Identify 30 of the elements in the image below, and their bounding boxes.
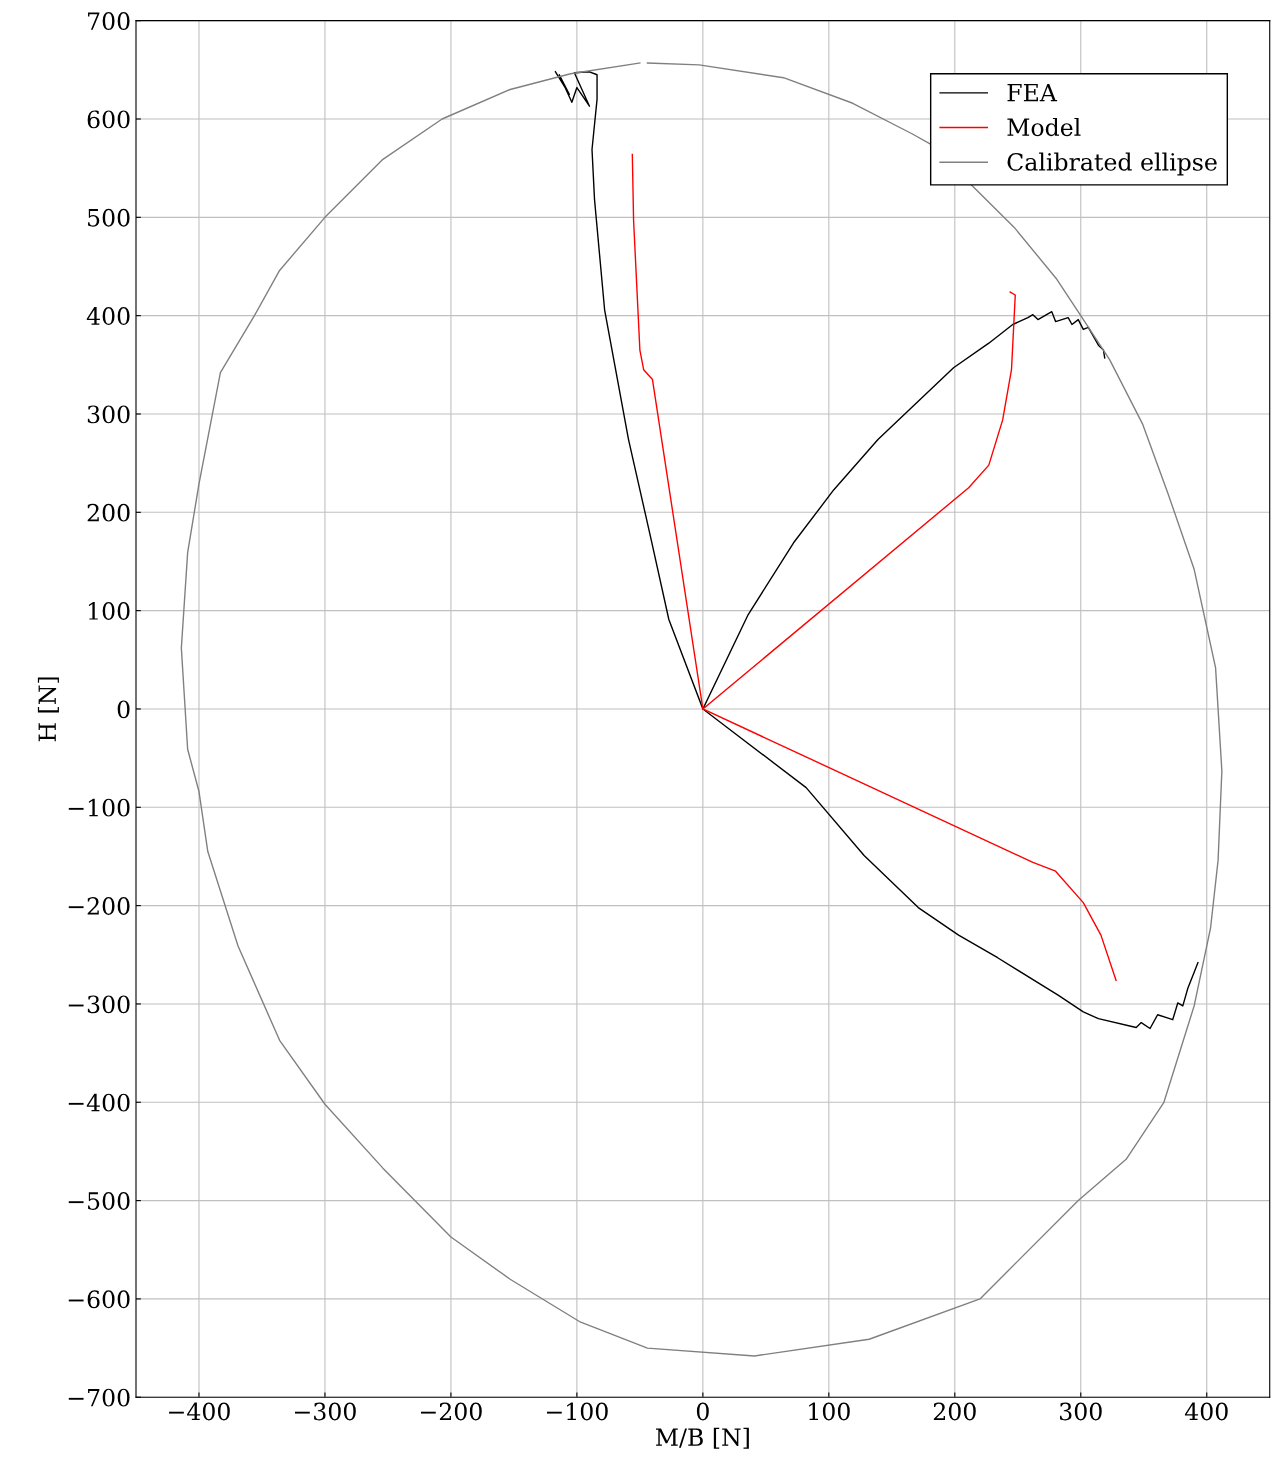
- y-axis-title: H [N]: [37, 677, 59, 742]
- x-tick-label: −100: [546, 1402, 608, 1421]
- y-tick-label: 200: [87, 503, 130, 522]
- y-tick-label: 0: [117, 700, 130, 719]
- x-tick-label: 100: [809, 1402, 850, 1421]
- legend-label: Calibrated ellipse: [1007, 152, 1217, 176]
- y-tick-label: 700: [88, 12, 130, 30]
- x-tick-label: 300: [1060, 1402, 1102, 1421]
- x-tick-label: −400: [169, 1402, 230, 1421]
- x-tick-label: 200: [933, 1402, 976, 1421]
- y-tick-label: 500: [88, 208, 130, 227]
- y-tick-label: 100: [88, 602, 130, 620]
- x-tick-label: −300: [295, 1402, 356, 1421]
- y-tick-label: −400: [68, 1093, 130, 1112]
- y-tick-label: −300: [68, 995, 130, 1014]
- y-tick-label: −600: [68, 1290, 130, 1309]
- legend-label: FEA: [1007, 83, 1058, 102]
- legend-label: Model: [1007, 117, 1081, 137]
- x-tick-label: 400: [1184, 1402, 1228, 1421]
- line-series: [180, 62, 1223, 1357]
- x-tick-label: 0: [696, 1402, 709, 1421]
- y-tick-label: 600: [87, 110, 130, 129]
- y-tick-label: 300: [87, 405, 130, 424]
- y-tick-label: −100: [68, 798, 130, 817]
- y-tick-label: −500: [68, 1192, 130, 1210]
- x-tick-label: −200: [421, 1402, 482, 1421]
- y-tick-label: −700: [68, 1388, 130, 1407]
- x-axis-title: M/B [N]: [656, 1427, 749, 1449]
- y-tick-label: −200: [68, 897, 130, 915]
- y-tick-label: 400: [86, 307, 130, 325]
